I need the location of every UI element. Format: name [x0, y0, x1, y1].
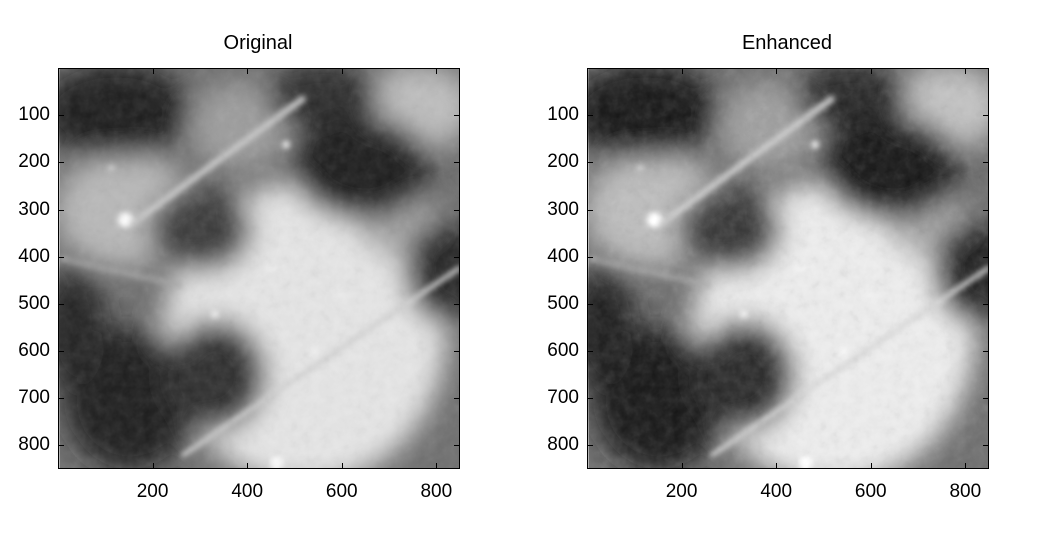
y-tick-mark: [454, 209, 460, 211]
x-tick-label-original: 200: [136, 481, 169, 502]
y-tick-label-enhanced: 100: [547, 104, 579, 126]
x-tick-mark: [152, 68, 154, 74]
x-tick-mark: [870, 68, 872, 74]
y-tick-mark: [454, 303, 460, 305]
y-tick-mark: [587, 445, 593, 447]
y-tick-mark: [587, 398, 593, 400]
y-tick-mark: [454, 351, 460, 353]
y-tick-mark: [983, 256, 989, 258]
y-tick-label-enhanced: 700: [547, 387, 579, 409]
y-tick-mark: [983, 445, 989, 447]
x-tick-label-enhanced: 600: [854, 481, 887, 502]
x-tick-mark: [681, 68, 683, 74]
x-tick-label-enhanced: 400: [760, 481, 793, 502]
y-tick-mark: [58, 445, 64, 447]
x-tick-mark: [681, 463, 683, 469]
y-tick-mark: [454, 162, 460, 164]
y-tick-mark: [454, 256, 460, 258]
y-tick-mark: [983, 351, 989, 353]
x-tick-label-enhanced: 800: [949, 481, 982, 502]
x-tick-mark: [870, 463, 872, 469]
y-tick-label-original: 100: [18, 104, 50, 126]
x-tick-mark: [152, 463, 154, 469]
panel-title-original: Original: [223, 32, 293, 54]
x-tick-mark: [247, 68, 249, 74]
x-tick-label-original: 400: [231, 481, 264, 502]
y-tick-mark: [454, 398, 460, 400]
x-tick-mark: [436, 68, 438, 74]
y-tick-mark: [983, 303, 989, 305]
y-tick-mark: [587, 303, 593, 305]
y-tick-label-original: 300: [18, 198, 50, 220]
y-tick-label-enhanced: 200: [547, 151, 579, 173]
y-tick-mark: [58, 351, 64, 353]
x-tick-mark: [247, 463, 249, 469]
x-tick-mark: [776, 463, 778, 469]
y-tick-label-enhanced: 800: [547, 434, 579, 456]
y-tick-mark: [983, 162, 989, 164]
x-tick-label-original: 800: [420, 481, 453, 502]
y-tick-label-original: 200: [18, 151, 50, 173]
y-tick-mark: [587, 115, 593, 117]
y-tick-mark: [587, 256, 593, 258]
x-tick-mark: [965, 463, 967, 469]
moon-surface-image: [588, 69, 988, 468]
x-tick-mark: [776, 68, 778, 74]
y-tick-mark: [983, 115, 989, 117]
y-tick-label-enhanced: 600: [547, 340, 579, 362]
x-tick-mark: [341, 68, 343, 74]
y-tick-mark: [587, 351, 593, 353]
y-tick-label-original: 800: [18, 434, 50, 456]
y-tick-mark: [58, 209, 64, 211]
y-tick-label-enhanced: 500: [547, 292, 579, 314]
x-tick-label-enhanced: 200: [665, 481, 698, 502]
x-tick-mark: [436, 463, 438, 469]
y-tick-label-original: 400: [18, 245, 50, 267]
y-tick-label-original: 600: [18, 340, 50, 362]
moon-surface-image: [59, 69, 459, 468]
y-tick-mark: [983, 398, 989, 400]
y-tick-label-original: 500: [18, 292, 50, 314]
y-tick-label-enhanced: 300: [547, 198, 579, 220]
y-tick-mark: [58, 303, 64, 305]
y-tick-mark: [454, 115, 460, 117]
y-tick-mark: [587, 162, 593, 164]
panel-title-enhanced: Enhanced: [741, 32, 833, 54]
image-axes-enhanced: [587, 68, 989, 469]
x-tick-mark: [341, 463, 343, 469]
y-tick-mark: [58, 256, 64, 258]
y-tick-mark: [983, 209, 989, 211]
x-tick-label-original: 600: [325, 481, 358, 502]
y-tick-mark: [587, 209, 593, 211]
y-tick-label-original: 700: [18, 387, 50, 409]
y-tick-mark: [58, 115, 64, 117]
y-tick-mark: [454, 445, 460, 447]
image-axes-original: [58, 68, 460, 469]
y-tick-mark: [58, 162, 64, 164]
y-tick-mark: [58, 398, 64, 400]
x-tick-mark: [965, 68, 967, 74]
y-tick-label-enhanced: 400: [547, 245, 579, 267]
